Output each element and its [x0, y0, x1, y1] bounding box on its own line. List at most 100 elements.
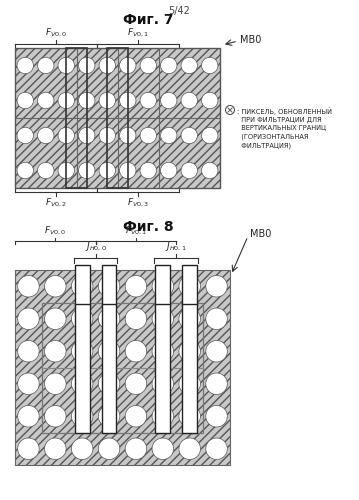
- Circle shape: [206, 438, 227, 460]
- Circle shape: [125, 373, 147, 394]
- Circle shape: [58, 58, 74, 74]
- Text: МВ0: МВ0: [240, 35, 261, 45]
- Circle shape: [18, 308, 39, 330]
- Circle shape: [120, 92, 136, 108]
- Bar: [182, 304, 197, 432]
- Circle shape: [140, 58, 157, 74]
- Circle shape: [79, 128, 95, 144]
- Circle shape: [71, 373, 93, 394]
- Circle shape: [152, 373, 173, 394]
- Circle shape: [79, 162, 95, 178]
- Text: : ПИКСЕЛЬ, ОБНОВЛЕННЫЙ
  ПРИ ФИЛЬТРАЦИИ ДЛЯ
  ВЕРТИКАЛЬНЫХ ГРАНИЦ
  (ГОРИЗОНТАЛЬ: : ПИКСЕЛЬ, ОБНОВЛЕННЫЙ ПРИ ФИЛЬТРАЦИИ ДЛ…: [237, 107, 332, 149]
- Text: Фиг. 7: Фиг. 7: [123, 13, 173, 27]
- Circle shape: [58, 162, 74, 178]
- Circle shape: [45, 373, 66, 394]
- Circle shape: [152, 406, 173, 427]
- Circle shape: [152, 276, 173, 297]
- Bar: [182, 265, 197, 306]
- Text: $F_{V0,2}$: $F_{V0,2}$: [45, 197, 67, 209]
- Bar: [15, 270, 230, 465]
- Circle shape: [38, 162, 54, 178]
- Circle shape: [71, 438, 93, 460]
- Bar: [155, 265, 170, 306]
- Circle shape: [160, 162, 177, 178]
- Circle shape: [71, 308, 93, 330]
- Text: 5/42: 5/42: [168, 6, 190, 16]
- Circle shape: [18, 340, 39, 362]
- Circle shape: [38, 92, 54, 108]
- Circle shape: [140, 92, 157, 108]
- Circle shape: [98, 276, 120, 297]
- Bar: [15, 48, 220, 188]
- Circle shape: [201, 58, 218, 74]
- Circle shape: [125, 406, 147, 427]
- Bar: [66, 48, 87, 188]
- Bar: [107, 48, 128, 188]
- Bar: [15, 270, 230, 465]
- Circle shape: [125, 276, 147, 297]
- Circle shape: [140, 162, 157, 178]
- Circle shape: [17, 162, 33, 178]
- Circle shape: [206, 373, 227, 394]
- Bar: [42, 302, 203, 432]
- Circle shape: [179, 340, 200, 362]
- Circle shape: [98, 438, 120, 460]
- Circle shape: [45, 308, 66, 330]
- Bar: [102, 265, 116, 306]
- Circle shape: [98, 340, 120, 362]
- Circle shape: [17, 92, 33, 108]
- Circle shape: [179, 438, 200, 460]
- Circle shape: [179, 406, 200, 427]
- Text: $J_{H0,0}$: $J_{H0,0}$: [85, 240, 107, 253]
- Circle shape: [206, 308, 227, 330]
- Circle shape: [206, 276, 227, 297]
- Bar: [75, 265, 90, 306]
- Circle shape: [45, 438, 66, 460]
- Circle shape: [45, 276, 66, 297]
- Circle shape: [152, 340, 173, 362]
- Circle shape: [99, 92, 116, 108]
- Bar: [15, 48, 220, 188]
- Circle shape: [17, 58, 33, 74]
- Circle shape: [206, 406, 227, 427]
- Circle shape: [125, 308, 147, 330]
- Circle shape: [179, 276, 200, 297]
- Circle shape: [140, 128, 157, 144]
- Circle shape: [45, 406, 66, 427]
- Circle shape: [160, 92, 177, 108]
- Circle shape: [71, 340, 93, 362]
- Bar: [102, 304, 116, 432]
- Circle shape: [225, 106, 234, 114]
- Circle shape: [152, 308, 173, 330]
- Text: $F_{V0,1}$: $F_{V0,1}$: [125, 225, 147, 237]
- Circle shape: [45, 340, 66, 362]
- Circle shape: [125, 340, 147, 362]
- Circle shape: [181, 92, 197, 108]
- Circle shape: [18, 406, 39, 427]
- Text: $J_{H0,1}$: $J_{H0,1}$: [165, 240, 187, 253]
- Circle shape: [125, 438, 147, 460]
- Circle shape: [179, 308, 200, 330]
- Circle shape: [201, 128, 218, 144]
- Circle shape: [99, 162, 116, 178]
- Circle shape: [38, 128, 54, 144]
- Circle shape: [152, 438, 173, 460]
- Circle shape: [79, 58, 95, 74]
- Circle shape: [71, 276, 93, 297]
- Circle shape: [99, 58, 116, 74]
- Circle shape: [79, 92, 95, 108]
- Circle shape: [181, 128, 197, 144]
- Text: $F_{V0,1}$: $F_{V0,1}$: [127, 26, 149, 39]
- Circle shape: [120, 128, 136, 144]
- Circle shape: [181, 162, 197, 178]
- Circle shape: [99, 128, 116, 144]
- Circle shape: [71, 406, 93, 427]
- Circle shape: [58, 92, 74, 108]
- Circle shape: [201, 92, 218, 108]
- Bar: [75, 304, 90, 432]
- Circle shape: [18, 373, 39, 394]
- Circle shape: [98, 308, 120, 330]
- Circle shape: [120, 58, 136, 74]
- Text: МВ0: МВ0: [250, 229, 271, 239]
- Text: $F_{V0,3}$: $F_{V0,3}$: [127, 197, 149, 209]
